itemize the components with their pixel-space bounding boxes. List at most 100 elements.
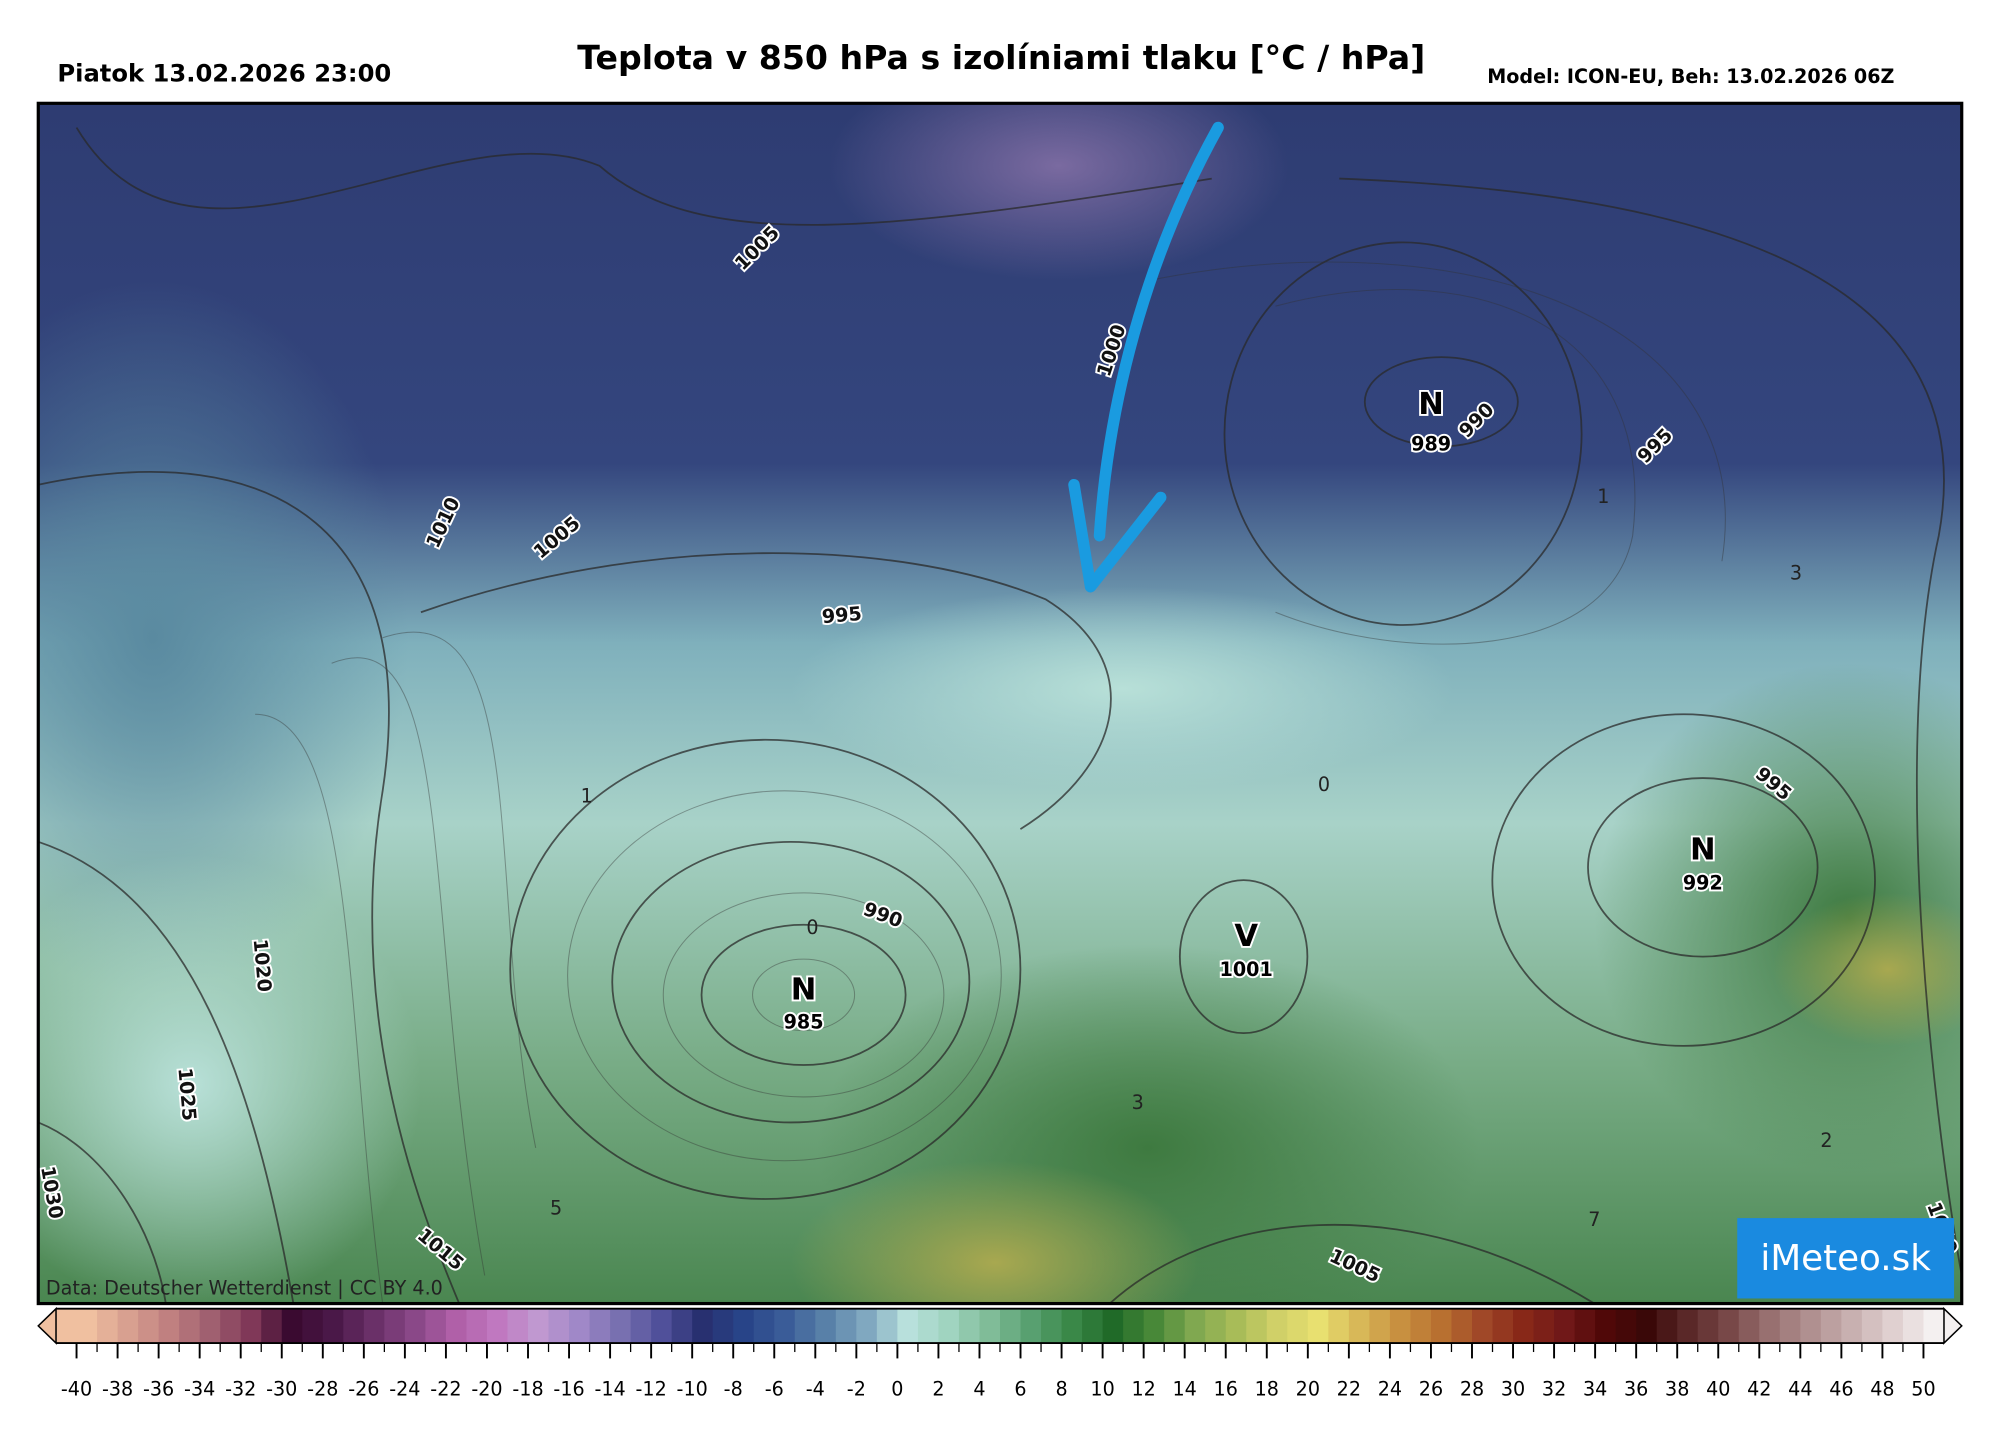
colorbar-extend-high — [1943, 1306, 1963, 1345]
isobar-label: 1025 — [173, 1067, 201, 1122]
colorbar-tick-label: -34 — [184, 1377, 215, 1400]
date-label: Piatok 13.02.2026 23:00 — [57, 60, 391, 88]
colorbar-swatch — [794, 1308, 816, 1344]
map-title: Teplota v 850 hPa s izolíniami tlaku [°C… — [577, 38, 1425, 77]
colorbar-tick-label: 22 — [1337, 1377, 1361, 1400]
colorbar-swatch — [1759, 1308, 1781, 1344]
colorbar-tick-label: -10 — [677, 1377, 708, 1400]
colorbar-swatch — [1328, 1308, 1350, 1344]
colorbar-tick-label: -28 — [307, 1377, 338, 1400]
colorbar-swatch — [1697, 1308, 1719, 1344]
colorbar-swatch — [815, 1308, 837, 1344]
colorbar-swatch — [97, 1308, 119, 1344]
temperature-label: 1 — [581, 785, 593, 808]
colorbar-swatch — [1718, 1308, 1740, 1344]
colorbar-tick-label: 28 — [1460, 1377, 1484, 1400]
colorbar-swatch — [363, 1308, 385, 1344]
colorbar-swatch — [1513, 1308, 1535, 1344]
colorbar-swatch — [610, 1308, 632, 1344]
colorbar-swatch — [1287, 1308, 1309, 1344]
colorbar-swatch — [220, 1308, 242, 1344]
colorbar-tick-label: -16 — [553, 1377, 584, 1400]
colorbar-swatch — [1574, 1308, 1596, 1344]
colorbar-swatch — [1800, 1308, 1822, 1344]
colorbar-swatch — [1820, 1308, 1843, 1344]
model-label: Model: ICON-EU, Beh: 13.02.2026 06Z — [1487, 65, 1894, 88]
colorbar-swatch — [1266, 1308, 1288, 1344]
colorbar-swatch — [1205, 1308, 1227, 1344]
colorbar-swatch — [1738, 1308, 1760, 1344]
pressure-centers: N 989 N 992 N 985 V 1001 — [782, 385, 1725, 1035]
colorbar-swatch — [1184, 1308, 1206, 1344]
colorbar-swatch — [322, 1308, 344, 1344]
colorbar-swatch — [1861, 1308, 1884, 1344]
colorbar-swatch — [1020, 1308, 1042, 1344]
colorbar-swatch — [1636, 1308, 1658, 1344]
colorbar-swatch — [1389, 1308, 1412, 1344]
colorbar-tick-label: 2 — [932, 1377, 944, 1400]
colorbar-swatch — [1902, 1308, 1925, 1344]
colorbar-swatch — [1225, 1308, 1247, 1344]
colorbar-extend-low — [37, 1306, 57, 1345]
colorbar-tick-label: 20 — [1296, 1377, 1320, 1400]
temperature-label: 1 — [1597, 485, 1609, 508]
colorbar-swatch — [1164, 1308, 1186, 1344]
colorbar-swatch — [938, 1308, 960, 1344]
colorbar-tick-label: 4 — [973, 1377, 985, 1400]
colorbar-tick-label: -14 — [594, 1377, 625, 1400]
arrow — [1093, 121, 1224, 542]
center-letter: N — [1690, 832, 1716, 867]
isobar-label: 1030 — [36, 1164, 68, 1220]
colorbar-tick-label: 12 — [1131, 1377, 1155, 1400]
colorbar-swatch — [1923, 1308, 1945, 1344]
colorbar-tick-label: -36 — [143, 1377, 174, 1400]
colorbar-tick-label: -6 — [765, 1377, 784, 1400]
colorbar-swatch — [589, 1308, 611, 1344]
colorbar-swatch — [138, 1308, 160, 1344]
colorbar-swatch — [1882, 1308, 1904, 1344]
colorbar-tick-label: 50 — [1911, 1377, 1935, 1400]
colorbar-swatch — [1143, 1308, 1165, 1344]
colorbar-tick-label: -40 — [61, 1377, 92, 1400]
colorbar-swatch — [158, 1308, 180, 1344]
colorbar-swatch — [692, 1308, 714, 1344]
data-credit: Data: Deutscher Wetterdienst | CC BY 4.0 — [46, 1277, 443, 1300]
colorbar-swatch — [1102, 1308, 1124, 1344]
colorbar-tick-label: 40 — [1706, 1377, 1730, 1400]
colorbar-tick-label: -26 — [348, 1377, 379, 1400]
arrow-head — [1068, 478, 1167, 593]
colorbar-tick-label: 30 — [1501, 1377, 1525, 1400]
colorbar-swatch — [958, 1308, 981, 1344]
colorbar-swatch — [76, 1308, 98, 1344]
isobar-label: 995 — [821, 602, 863, 628]
colorbar-tick-label: 32 — [1542, 1377, 1566, 1400]
colorbar-swatch — [281, 1308, 303, 1344]
colorbar-tick-label: 10 — [1090, 1377, 1114, 1400]
center-pressure: 985 — [784, 1010, 824, 1033]
colorbar-tick-label: -24 — [389, 1377, 420, 1400]
colorbar-swatch — [897, 1308, 919, 1344]
colorbar-swatch — [569, 1308, 591, 1344]
center-letter: N — [791, 973, 817, 1008]
colorbar-swatch — [1615, 1308, 1637, 1344]
colorbar-swatch — [651, 1308, 673, 1344]
colorbar-swatch — [1000, 1308, 1022, 1344]
colorbar-swatch — [1369, 1308, 1391, 1344]
temperature-label: 7 — [1588, 1208, 1600, 1231]
temperature-labels: 1 3 1 0 0 3 5 2 7 — [550, 485, 1833, 1231]
colorbar-tick-label: 18 — [1255, 1377, 1279, 1400]
colorbar-tick-label: -20 — [471, 1377, 502, 1400]
colorbar-swatch — [1841, 1308, 1863, 1344]
colorbar-swatch — [1307, 1308, 1329, 1344]
center-letter: V — [1234, 919, 1258, 954]
colorbar-tick-label: -30 — [266, 1377, 297, 1400]
colorbar-tick-label: 34 — [1583, 1377, 1607, 1400]
colorbar-tick-label: -12 — [636, 1377, 667, 1400]
colorbar-tick-label: 48 — [1870, 1377, 1894, 1400]
colorbar-tick-label: 26 — [1419, 1377, 1443, 1400]
colorbar-tick-label: -4 — [806, 1377, 825, 1400]
colorbar-tick-label: -38 — [102, 1377, 133, 1400]
colorbar-swatch — [1410, 1308, 1432, 1344]
isobars — [38, 127, 1962, 1304]
